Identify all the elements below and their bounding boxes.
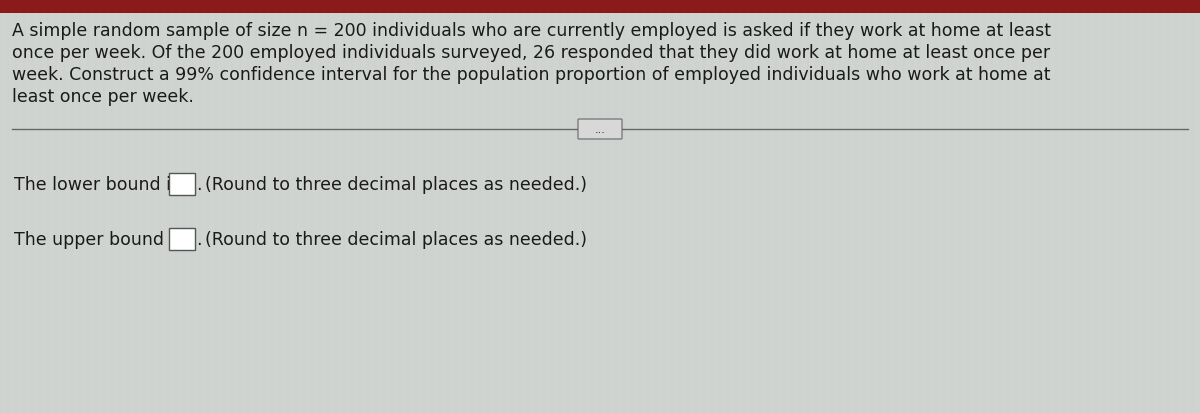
Text: The lower bound is: The lower bound is — [14, 176, 180, 194]
FancyBboxPatch shape — [578, 120, 622, 140]
Text: A simple random sample of size n = 200 individuals who are currently employed is: A simple random sample of size n = 200 i… — [12, 22, 1051, 40]
Text: .: . — [196, 176, 202, 194]
Text: (Round to three decimal places as needed.): (Round to three decimal places as needed… — [205, 230, 587, 248]
Text: once per week. Of the 200 employed individuals surveyed, 26 responded that they : once per week. Of the 200 employed indiv… — [12, 44, 1050, 62]
Text: week. Construct a 99% confidence interval for the population proportion of emplo: week. Construct a 99% confidence interva… — [12, 66, 1050, 84]
FancyBboxPatch shape — [0, 0, 1200, 14]
FancyBboxPatch shape — [169, 228, 194, 250]
Text: .: . — [196, 230, 202, 248]
Text: ...: ... — [594, 125, 606, 135]
Text: (Round to three decimal places as needed.): (Round to three decimal places as needed… — [205, 176, 587, 194]
Text: least once per week.: least once per week. — [12, 88, 194, 106]
Text: The upper bound is: The upper bound is — [14, 230, 184, 248]
FancyBboxPatch shape — [169, 173, 194, 195]
